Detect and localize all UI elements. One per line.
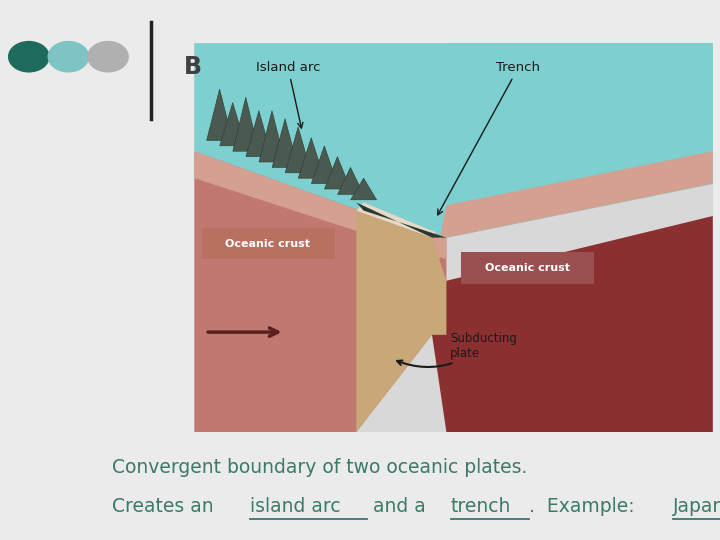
Polygon shape xyxy=(351,178,377,200)
FancyBboxPatch shape xyxy=(461,252,594,284)
Polygon shape xyxy=(246,111,272,157)
Polygon shape xyxy=(220,103,246,146)
Text: island arc: island arc xyxy=(251,497,341,516)
Polygon shape xyxy=(233,97,258,151)
Bar xyxy=(194,43,713,432)
Polygon shape xyxy=(194,151,446,259)
Polygon shape xyxy=(356,211,446,432)
FancyBboxPatch shape xyxy=(202,228,335,259)
Text: trench: trench xyxy=(451,497,511,516)
Text: Creates an: Creates an xyxy=(112,497,219,516)
Circle shape xyxy=(88,42,128,72)
Text: Island arc: Island arc xyxy=(256,61,320,128)
Polygon shape xyxy=(272,119,298,167)
Polygon shape xyxy=(311,146,337,184)
Polygon shape xyxy=(298,138,324,178)
Polygon shape xyxy=(432,151,713,281)
Polygon shape xyxy=(325,157,351,189)
Polygon shape xyxy=(356,202,446,238)
Polygon shape xyxy=(432,216,713,432)
Text: and a: and a xyxy=(367,497,432,516)
Polygon shape xyxy=(338,167,364,194)
Text: B: B xyxy=(184,56,202,79)
Circle shape xyxy=(9,42,49,72)
Polygon shape xyxy=(446,43,713,238)
Polygon shape xyxy=(207,89,233,140)
Polygon shape xyxy=(285,127,311,173)
Text: Convergent boundary of two oceanic plates.: Convergent boundary of two oceanic plate… xyxy=(112,457,527,477)
Polygon shape xyxy=(194,151,446,432)
Polygon shape xyxy=(259,111,285,162)
Text: Trench: Trench xyxy=(438,61,541,215)
Text: Subducting
plate: Subducting plate xyxy=(397,332,517,367)
Text: Oceanic crust: Oceanic crust xyxy=(225,239,310,248)
Polygon shape xyxy=(194,43,446,238)
Text: Oceanic crust: Oceanic crust xyxy=(485,263,570,273)
Text: Japan: Japan xyxy=(673,497,720,516)
Polygon shape xyxy=(356,202,436,238)
Circle shape xyxy=(48,42,89,72)
Text: .  Example:: . Example: xyxy=(529,497,641,516)
